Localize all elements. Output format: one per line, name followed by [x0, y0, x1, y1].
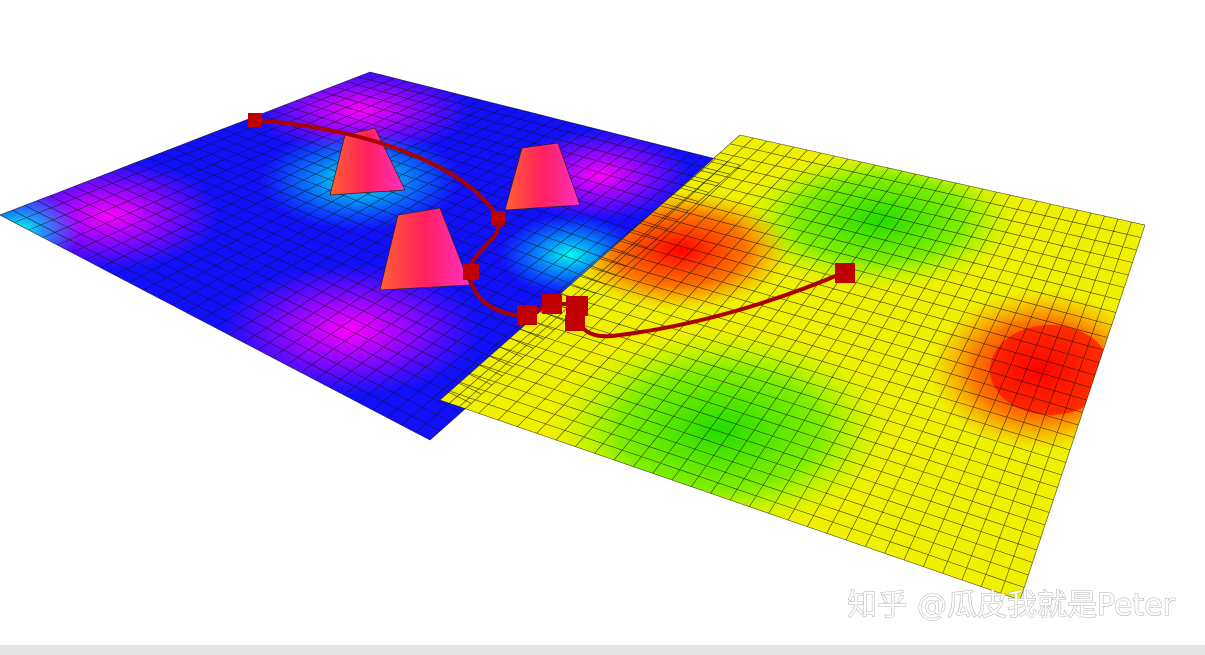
control-curve	[248, 113, 855, 339]
bottom-bar	[0, 645, 1205, 655]
watermark: 知乎 @瓜皮我就是Peter	[847, 588, 1175, 623]
peaks	[329, 127, 581, 291]
grid-lines	[439, 134, 1146, 601]
